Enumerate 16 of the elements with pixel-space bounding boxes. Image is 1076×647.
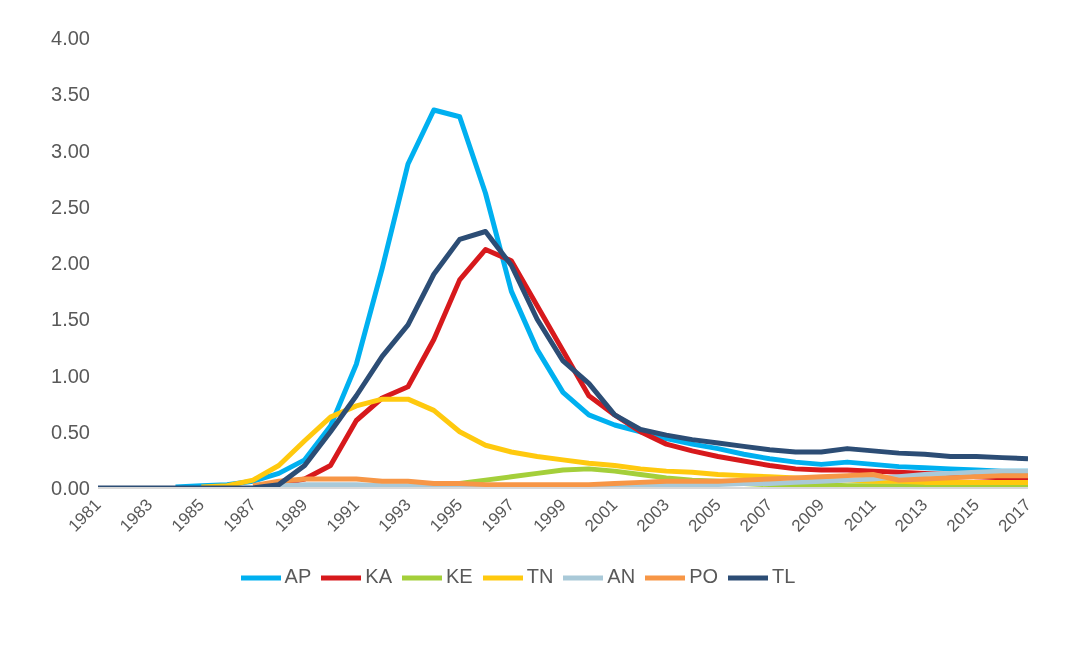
y-tick-label: 0.00 <box>51 477 90 500</box>
y-tick-label: 1.00 <box>51 364 90 387</box>
legend-label: TN <box>526 565 554 588</box>
legend-label: TL <box>772 565 796 588</box>
y-tick-label: 4.00 <box>51 27 90 50</box>
legend-label: PO <box>689 565 719 588</box>
legend-label: KE <box>445 565 473 588</box>
y-tick-label: 3.00 <box>51 139 90 162</box>
y-tick-label: 2.00 <box>51 252 90 275</box>
y-tick-label: 3.50 <box>51 83 90 106</box>
legend-label: AP <box>284 565 312 588</box>
legend-label: AN <box>607 565 636 588</box>
y-tick-label: 0.50 <box>51 420 90 443</box>
y-tick-label: 2.50 <box>51 195 90 218</box>
y-tick-label: 1.50 <box>51 308 90 331</box>
legend-label: KA <box>365 565 392 588</box>
